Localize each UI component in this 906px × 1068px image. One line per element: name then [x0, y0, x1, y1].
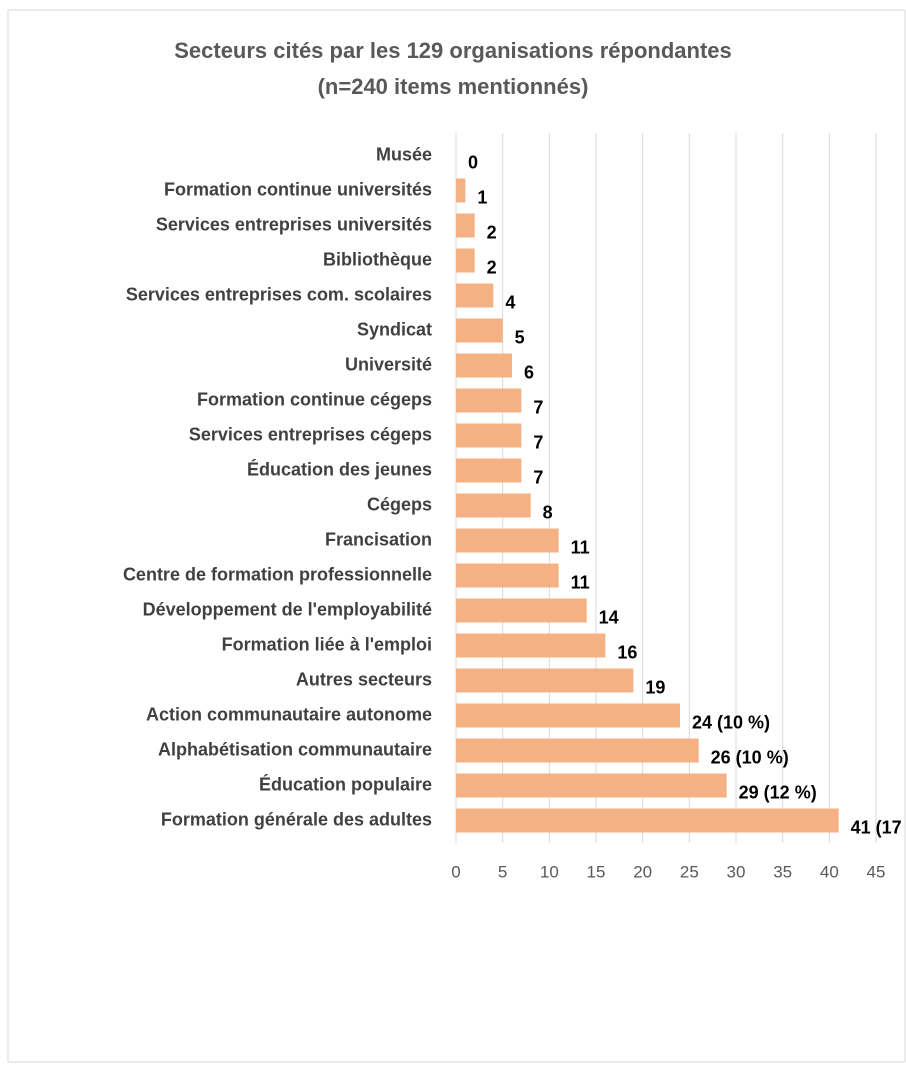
- x-tick-label: 20: [633, 862, 652, 881]
- bar: [456, 248, 475, 273]
- y-tick-label: Services entreprises com. scolaires: [126, 284, 432, 304]
- bar: [456, 213, 475, 238]
- bar: [456, 493, 531, 518]
- bar: [456, 458, 522, 483]
- y-tick-label: Formation continue cégeps: [197, 389, 432, 409]
- bar: [456, 668, 634, 693]
- bar: [456, 283, 494, 308]
- y-tick-label: Action communautaire autonome: [146, 704, 432, 724]
- data-label: 2: [487, 222, 497, 242]
- chart-subtitle: (n=240 items mentionnés): [318, 74, 589, 99]
- y-tick-label: Francisation: [325, 529, 432, 549]
- bar: [456, 808, 839, 833]
- data-label: 29 (12 %): [739, 782, 817, 802]
- x-tick-label: 25: [680, 862, 699, 881]
- data-label: 7: [533, 397, 543, 417]
- y-tick-label: Autres secteurs: [296, 669, 432, 689]
- y-tick-label: Services entreprises universités: [156, 214, 432, 234]
- x-tick-label: 30: [727, 862, 746, 881]
- y-tick-label: Formation continue universités: [164, 179, 432, 199]
- data-label: 0: [468, 152, 478, 172]
- y-tick-label: Formation générale des adultes: [161, 809, 432, 829]
- x-tick-label: 5: [498, 862, 507, 881]
- bar: [456, 178, 466, 203]
- x-tick-label: 40: [820, 862, 839, 881]
- y-tick-label: Université: [345, 354, 432, 374]
- data-label: 19: [645, 677, 665, 697]
- y-tick-label: Cégeps: [367, 494, 432, 514]
- data-label: 11: [571, 537, 590, 557]
- data-label: 11: [571, 572, 590, 592]
- bar: [456, 353, 512, 378]
- x-tick-label: 45: [867, 862, 886, 881]
- data-label: 5: [515, 327, 525, 347]
- bar: [456, 738, 699, 763]
- y-tick-label: Centre de formation professionnelle: [123, 564, 432, 584]
- bar: [456, 598, 587, 623]
- x-tick-label: 15: [587, 862, 606, 881]
- data-label: 14: [599, 607, 619, 627]
- data-label: 41 (17 %): [851, 817, 906, 837]
- bar: [456, 703, 680, 728]
- chart-title: Secteurs cités par les 129 organisations…: [174, 38, 732, 63]
- data-label: 4: [505, 292, 515, 312]
- bar: [456, 633, 606, 658]
- y-tick-label: Éducation populaire: [259, 773, 432, 794]
- y-tick-label: Musée: [376, 144, 432, 164]
- data-label: 6: [524, 362, 534, 382]
- data-label: 16: [617, 642, 637, 662]
- bar: [456, 563, 559, 588]
- x-tick-label: 0: [451, 862, 460, 881]
- y-tick-label: Développement de l'employabilité: [143, 599, 432, 619]
- y-tick-label: Éducation des jeunes: [247, 458, 432, 479]
- bar: [456, 773, 727, 798]
- data-label: 26 (10 %): [711, 747, 789, 767]
- data-label: 24 (10 %): [692, 712, 770, 732]
- bar: [456, 528, 559, 553]
- data-label: 2: [487, 257, 497, 277]
- bar: [456, 318, 503, 343]
- y-tick-label: Alphabétisation communautaire: [158, 739, 432, 759]
- data-label: 7: [533, 467, 543, 487]
- data-label: 1: [477, 187, 487, 207]
- y-tick-label: Services entreprises cégeps: [189, 424, 432, 444]
- y-tick-label: Formation liée à l'emploi: [222, 634, 432, 654]
- y-tick-label: Syndicat: [357, 319, 432, 339]
- bar: [456, 388, 522, 413]
- x-tick-label: 10: [540, 862, 559, 881]
- x-tick-label: 35: [773, 862, 792, 881]
- data-label: 7: [533, 432, 543, 452]
- data-label: 8: [543, 502, 553, 522]
- bar: [456, 423, 522, 448]
- y-tick-label: Bibliothèque: [323, 249, 432, 269]
